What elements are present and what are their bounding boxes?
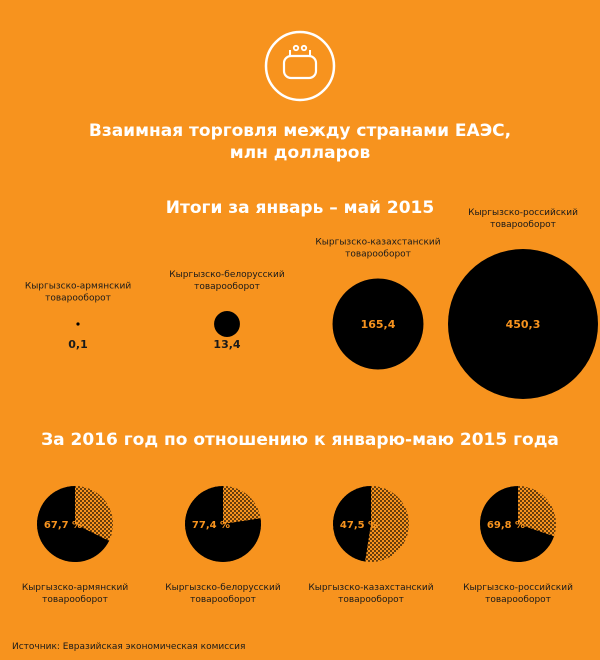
bubble-chart: 0,1 Кыргызско-армянский товарооборот 13,4 Кы…: [25, 208, 598, 399]
pie-value-0: 67,7 %: [44, 520, 82, 531]
bubble-value-3: 450,3: [506, 318, 541, 331]
bubble-chart-title: Итоги за январь – май 2015: [165, 198, 435, 218]
pie-label-0-0: Кыргызско-армянский: [22, 583, 129, 593]
bubble-label-0-0: Кыргызско-армянский: [25, 281, 132, 291]
bubble-value-2: 165,4: [361, 318, 396, 331]
pie-slice-1: [184, 486, 261, 562]
bubble-0: [76, 322, 80, 326]
pie-label-3-0: Кыргызско-российский: [463, 583, 573, 593]
bubble-1: [214, 311, 240, 337]
pie-charts: 67,7 % Кыргызско-армянский товарооборот 77,…: [22, 486, 573, 605]
bubble-label-1-1: товарооборот: [194, 282, 260, 292]
bubble-2: [332, 278, 424, 370]
bubble-label-0-1: товарооборот: [45, 293, 111, 303]
bubble-value-0: 0,1: [68, 338, 88, 351]
pie-label-2-0: Кыргызско-казахстанский: [308, 583, 433, 593]
pie-label-1-0: Кыргызско-белорусский: [165, 583, 281, 593]
bubble-label-3-0: Кыргызско-российский: [468, 208, 578, 218]
page-title-line2: млн долларов: [229, 143, 371, 163]
bubble-label-1-0: Кыргызско-белорусский: [169, 270, 285, 280]
bubble-label-2-1: товарооборот: [345, 250, 411, 260]
pie-label-1-1: товарооборот: [190, 595, 256, 605]
pie-label-2-1: товарооборот: [338, 595, 404, 605]
pie-value-3: 69,8 %: [487, 520, 525, 531]
pie-value-1: 77,4 %: [192, 520, 230, 531]
page-title-line1: Взаимная торговля между странами ЕАЭС,: [88, 121, 512, 141]
pie-chart-title: За 2016 год по отношению к январю-маю 20…: [41, 430, 559, 450]
pie-label-0-1: товарооборот: [42, 595, 108, 605]
pie-slice-3: [479, 486, 554, 562]
pie-slice-2: [332, 486, 371, 562]
bubble-label-3-1: товарооборот: [490, 220, 556, 230]
pie-slice-0: [37, 486, 110, 562]
bubble-label-2-0: Кыргызско-казахстанский: [315, 238, 440, 248]
pie-label-3-1: товарооборот: [485, 595, 551, 605]
source-note: Источник: Евразийская экономическая коми…: [12, 642, 246, 652]
pie-value-2: 47,5 %: [340, 520, 378, 531]
wallet-icon: [264, 30, 336, 102]
page-title: Взаимная торговля между странами ЕАЭС, м…: [0, 120, 600, 164]
bubble-value-1: 13,4: [213, 338, 240, 351]
bubble-3: [448, 249, 598, 399]
